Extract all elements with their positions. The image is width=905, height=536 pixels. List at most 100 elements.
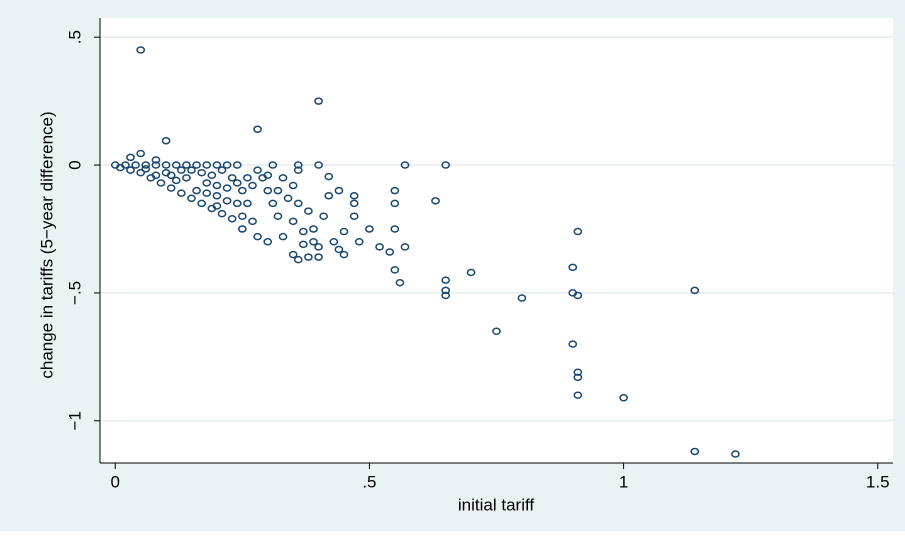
point [288, 217, 298, 226]
point [136, 46, 146, 54]
point [466, 268, 476, 277]
point [324, 172, 334, 181]
point [319, 212, 329, 220]
point [151, 171, 161, 180]
point [568, 263, 578, 272]
point [288, 181, 298, 190]
point [690, 447, 700, 456]
x-axis-label: initial tariff [458, 495, 534, 514]
point [349, 191, 359, 200]
point [309, 225, 318, 233]
point [573, 227, 583, 236]
point [171, 176, 181, 185]
point [253, 125, 262, 133]
point [222, 161, 232, 169]
point [298, 240, 308, 249]
point [237, 225, 247, 233]
point [212, 202, 222, 210]
point [131, 161, 140, 169]
point [283, 194, 293, 203]
point [253, 166, 262, 174]
point [141, 165, 151, 173]
point [441, 291, 451, 300]
point [202, 189, 212, 197]
point [222, 197, 232, 205]
point [171, 161, 181, 169]
point [354, 238, 364, 246]
point [278, 174, 288, 182]
point [278, 232, 288, 241]
point [115, 163, 125, 172]
point [385, 248, 395, 256]
point [212, 191, 222, 200]
point [309, 238, 318, 246]
point [390, 225, 400, 233]
point [166, 171, 176, 180]
point [176, 166, 186, 174]
point [619, 394, 628, 402]
point [227, 215, 237, 223]
point [248, 181, 257, 190]
point [492, 327, 501, 336]
point [349, 212, 359, 220]
point [441, 286, 451, 295]
point [187, 194, 196, 203]
point [390, 266, 400, 274]
point [395, 278, 405, 287]
point [314, 243, 323, 251]
point [192, 186, 201, 195]
point [212, 161, 222, 169]
point [293, 199, 303, 208]
point [573, 373, 583, 382]
point [237, 186, 247, 195]
point [202, 161, 212, 169]
point [334, 186, 344, 195]
y-axis-label: change in tariffs (5−year difference) [37, 111, 56, 378]
point [441, 276, 451, 284]
point [212, 181, 222, 190]
point [182, 161, 191, 169]
point [365, 225, 374, 233]
point [187, 166, 196, 174]
point [314, 253, 323, 261]
point [227, 174, 237, 182]
point [136, 149, 146, 158]
point [273, 186, 283, 195]
point [126, 166, 135, 174]
point [263, 171, 273, 180]
point [156, 179, 166, 187]
point [268, 199, 278, 208]
point [339, 227, 349, 236]
point [568, 340, 578, 348]
point [182, 174, 191, 182]
point [349, 199, 359, 208]
x-tick-label: 0 [111, 472, 120, 491]
point [197, 199, 207, 208]
point [197, 168, 207, 177]
point [431, 197, 440, 205]
y-tick-label: −.5 [65, 281, 84, 305]
y-tick-label: 0 [65, 160, 84, 169]
point [304, 253, 313, 261]
point [151, 156, 161, 164]
point [232, 179, 242, 187]
point [339, 250, 349, 259]
point [334, 245, 344, 254]
point [273, 212, 283, 220]
point [248, 217, 257, 226]
point [293, 161, 303, 169]
point [207, 171, 217, 180]
point [263, 238, 273, 246]
point [573, 391, 583, 399]
point [400, 243, 410, 251]
point [390, 186, 400, 195]
point [161, 137, 171, 145]
point [232, 161, 242, 169]
point [243, 174, 252, 182]
x-tick-label: .5 [362, 472, 376, 491]
point [293, 166, 303, 174]
point [161, 161, 171, 169]
point [573, 368, 583, 376]
